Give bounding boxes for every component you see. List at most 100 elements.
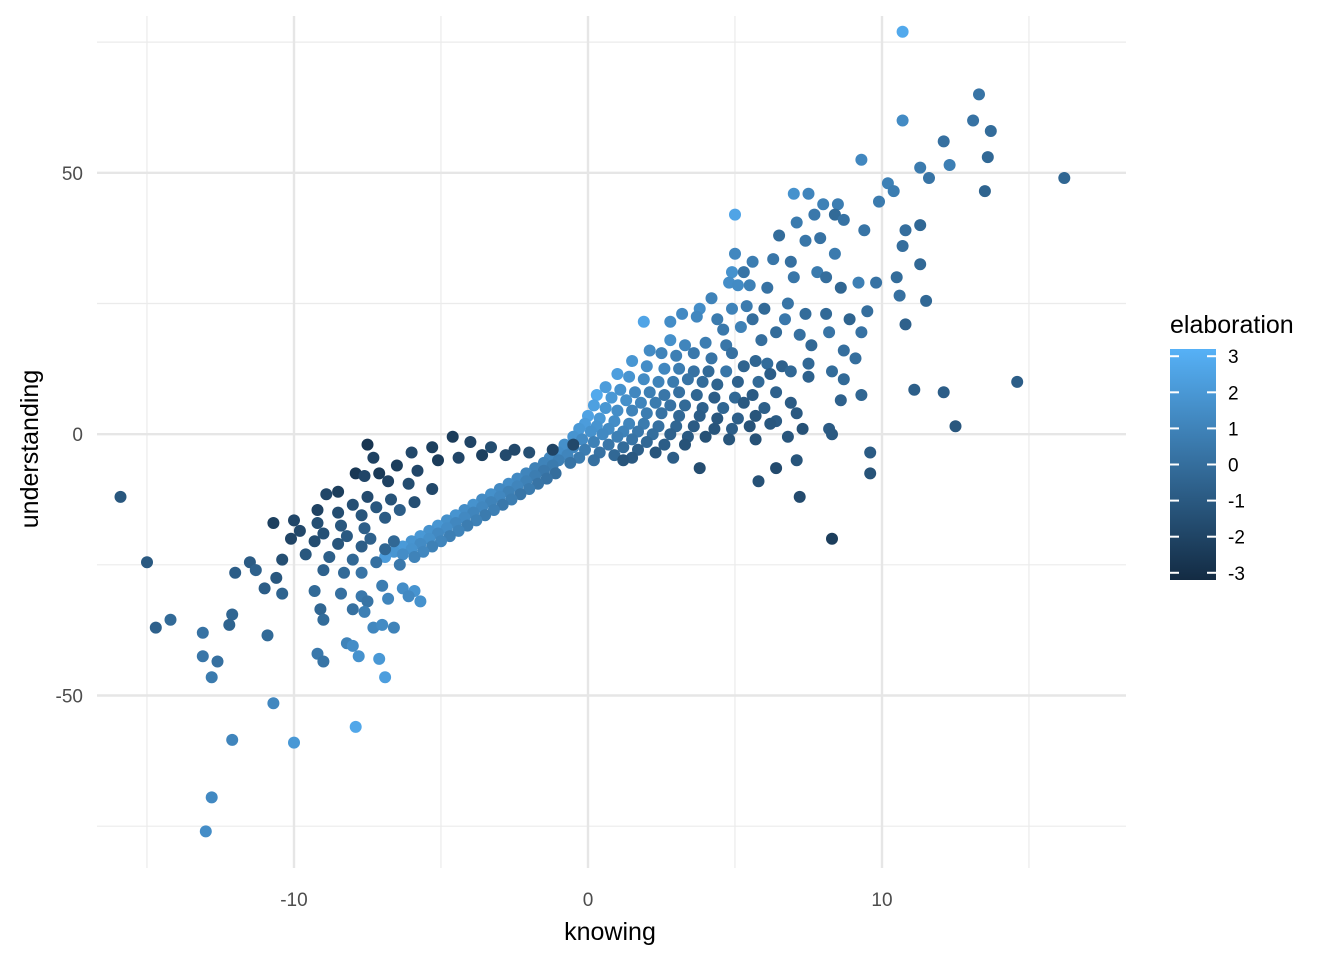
scatter-point bbox=[114, 490, 127, 503]
scatter-point bbox=[361, 595, 374, 608]
scatter-point bbox=[852, 276, 865, 289]
scatter-point bbox=[726, 347, 738, 360]
scatter-point bbox=[346, 553, 359, 566]
scatter-point bbox=[355, 540, 368, 553]
scatter-point bbox=[781, 297, 794, 310]
scatter-point bbox=[837, 213, 850, 226]
scatter-point bbox=[285, 532, 297, 545]
scatter-point bbox=[523, 446, 536, 459]
scatter-point bbox=[432, 454, 444, 467]
scatter-point bbox=[837, 373, 850, 386]
scatter-point bbox=[699, 430, 712, 443]
scatter-point bbox=[667, 375, 680, 388]
scatter-point bbox=[584, 425, 597, 438]
scatter-point bbox=[743, 279, 756, 292]
scatter-point bbox=[817, 198, 830, 211]
scatter-point bbox=[335, 519, 347, 532]
scatter-point bbox=[784, 396, 797, 409]
scatter-point bbox=[849, 352, 862, 365]
scatter-point bbox=[576, 433, 589, 446]
scatter-point bbox=[658, 362, 671, 375]
scatter-point bbox=[726, 302, 738, 315]
scatter-point bbox=[749, 409, 762, 422]
scatter-point bbox=[690, 389, 703, 401]
scatter-point bbox=[346, 639, 359, 652]
scatter-point bbox=[358, 470, 371, 482]
scatter-point bbox=[346, 498, 359, 511]
scatter-point bbox=[981, 151, 994, 164]
scatter-point bbox=[205, 791, 218, 804]
scatter-point bbox=[752, 475, 765, 488]
scatter-point bbox=[358, 605, 371, 618]
scatter-point bbox=[802, 357, 815, 370]
scatter-point bbox=[826, 428, 838, 441]
data-points bbox=[114, 25, 1071, 838]
scatter-point bbox=[784, 365, 797, 378]
scatter-point bbox=[567, 438, 580, 451]
scatter-point bbox=[196, 650, 209, 663]
scatter-point bbox=[811, 266, 824, 279]
scatter-point bbox=[640, 360, 653, 373]
scatter-point bbox=[737, 360, 750, 373]
scatter-point bbox=[276, 587, 289, 600]
y-tick-label: -50 bbox=[56, 687, 83, 708]
scatter-point bbox=[649, 396, 662, 409]
scatter-point bbox=[787, 271, 800, 284]
scatter-point bbox=[393, 558, 406, 571]
scatter-point bbox=[332, 506, 345, 519]
scatter-point bbox=[355, 509, 368, 522]
scatter-point bbox=[790, 216, 803, 229]
scatter-point bbox=[249, 564, 262, 577]
scatter-point bbox=[967, 114, 980, 127]
scatter-point bbox=[340, 530, 353, 543]
y-axis-title: understanding bbox=[16, 370, 44, 528]
legend-tick-label: 0 bbox=[1228, 456, 1239, 477]
scatter-point bbox=[308, 585, 321, 597]
scatter-point bbox=[435, 535, 447, 548]
scatter-point bbox=[393, 504, 406, 516]
scatter-point bbox=[737, 266, 750, 279]
scatter-point bbox=[317, 527, 330, 540]
scatter-point bbox=[523, 483, 536, 495]
scatter-point bbox=[317, 655, 330, 668]
legend-tick-label: 2 bbox=[1228, 383, 1239, 404]
scatter-point bbox=[693, 462, 706, 475]
scatter-point bbox=[723, 433, 736, 446]
scatter-point bbox=[717, 323, 730, 336]
scatter-point bbox=[937, 135, 950, 148]
scatter-point bbox=[311, 517, 324, 529]
scatter-point bbox=[599, 381, 612, 394]
scatter-point bbox=[626, 433, 639, 446]
scatter-point bbox=[679, 438, 691, 451]
scatter-point bbox=[426, 441, 439, 454]
scatter-point bbox=[590, 389, 603, 401]
scatter-point bbox=[690, 310, 703, 323]
scatter-point bbox=[640, 436, 653, 448]
scatter-point bbox=[587, 399, 600, 412]
scatter-point bbox=[752, 375, 765, 388]
scatter-point bbox=[617, 441, 630, 454]
scatter-point bbox=[361, 438, 374, 451]
scatter-point bbox=[664, 428, 677, 441]
scatter-point bbox=[973, 88, 985, 101]
scatter-point bbox=[311, 504, 324, 516]
scatter-point bbox=[923, 172, 935, 184]
legend-tick-label: 1 bbox=[1228, 419, 1239, 440]
scatter-point bbox=[479, 509, 492, 522]
scatter-point bbox=[564, 456, 577, 469]
legend-tick-label: 3 bbox=[1228, 347, 1239, 368]
scatter-point bbox=[731, 412, 744, 425]
scatter-point bbox=[587, 454, 600, 467]
scatter-point bbox=[196, 626, 209, 639]
scatter-point bbox=[658, 389, 671, 401]
scatter-point bbox=[614, 383, 627, 396]
scatter-point bbox=[629, 386, 641, 399]
scatter-point bbox=[267, 517, 280, 529]
scatter-point bbox=[799, 234, 812, 247]
legend-tick-label: -3 bbox=[1228, 564, 1245, 585]
scatter-point bbox=[673, 386, 686, 399]
scatter-point bbox=[711, 313, 724, 326]
scatter-point bbox=[761, 281, 774, 294]
scatter-point bbox=[573, 451, 586, 464]
scatter-point bbox=[655, 407, 668, 420]
